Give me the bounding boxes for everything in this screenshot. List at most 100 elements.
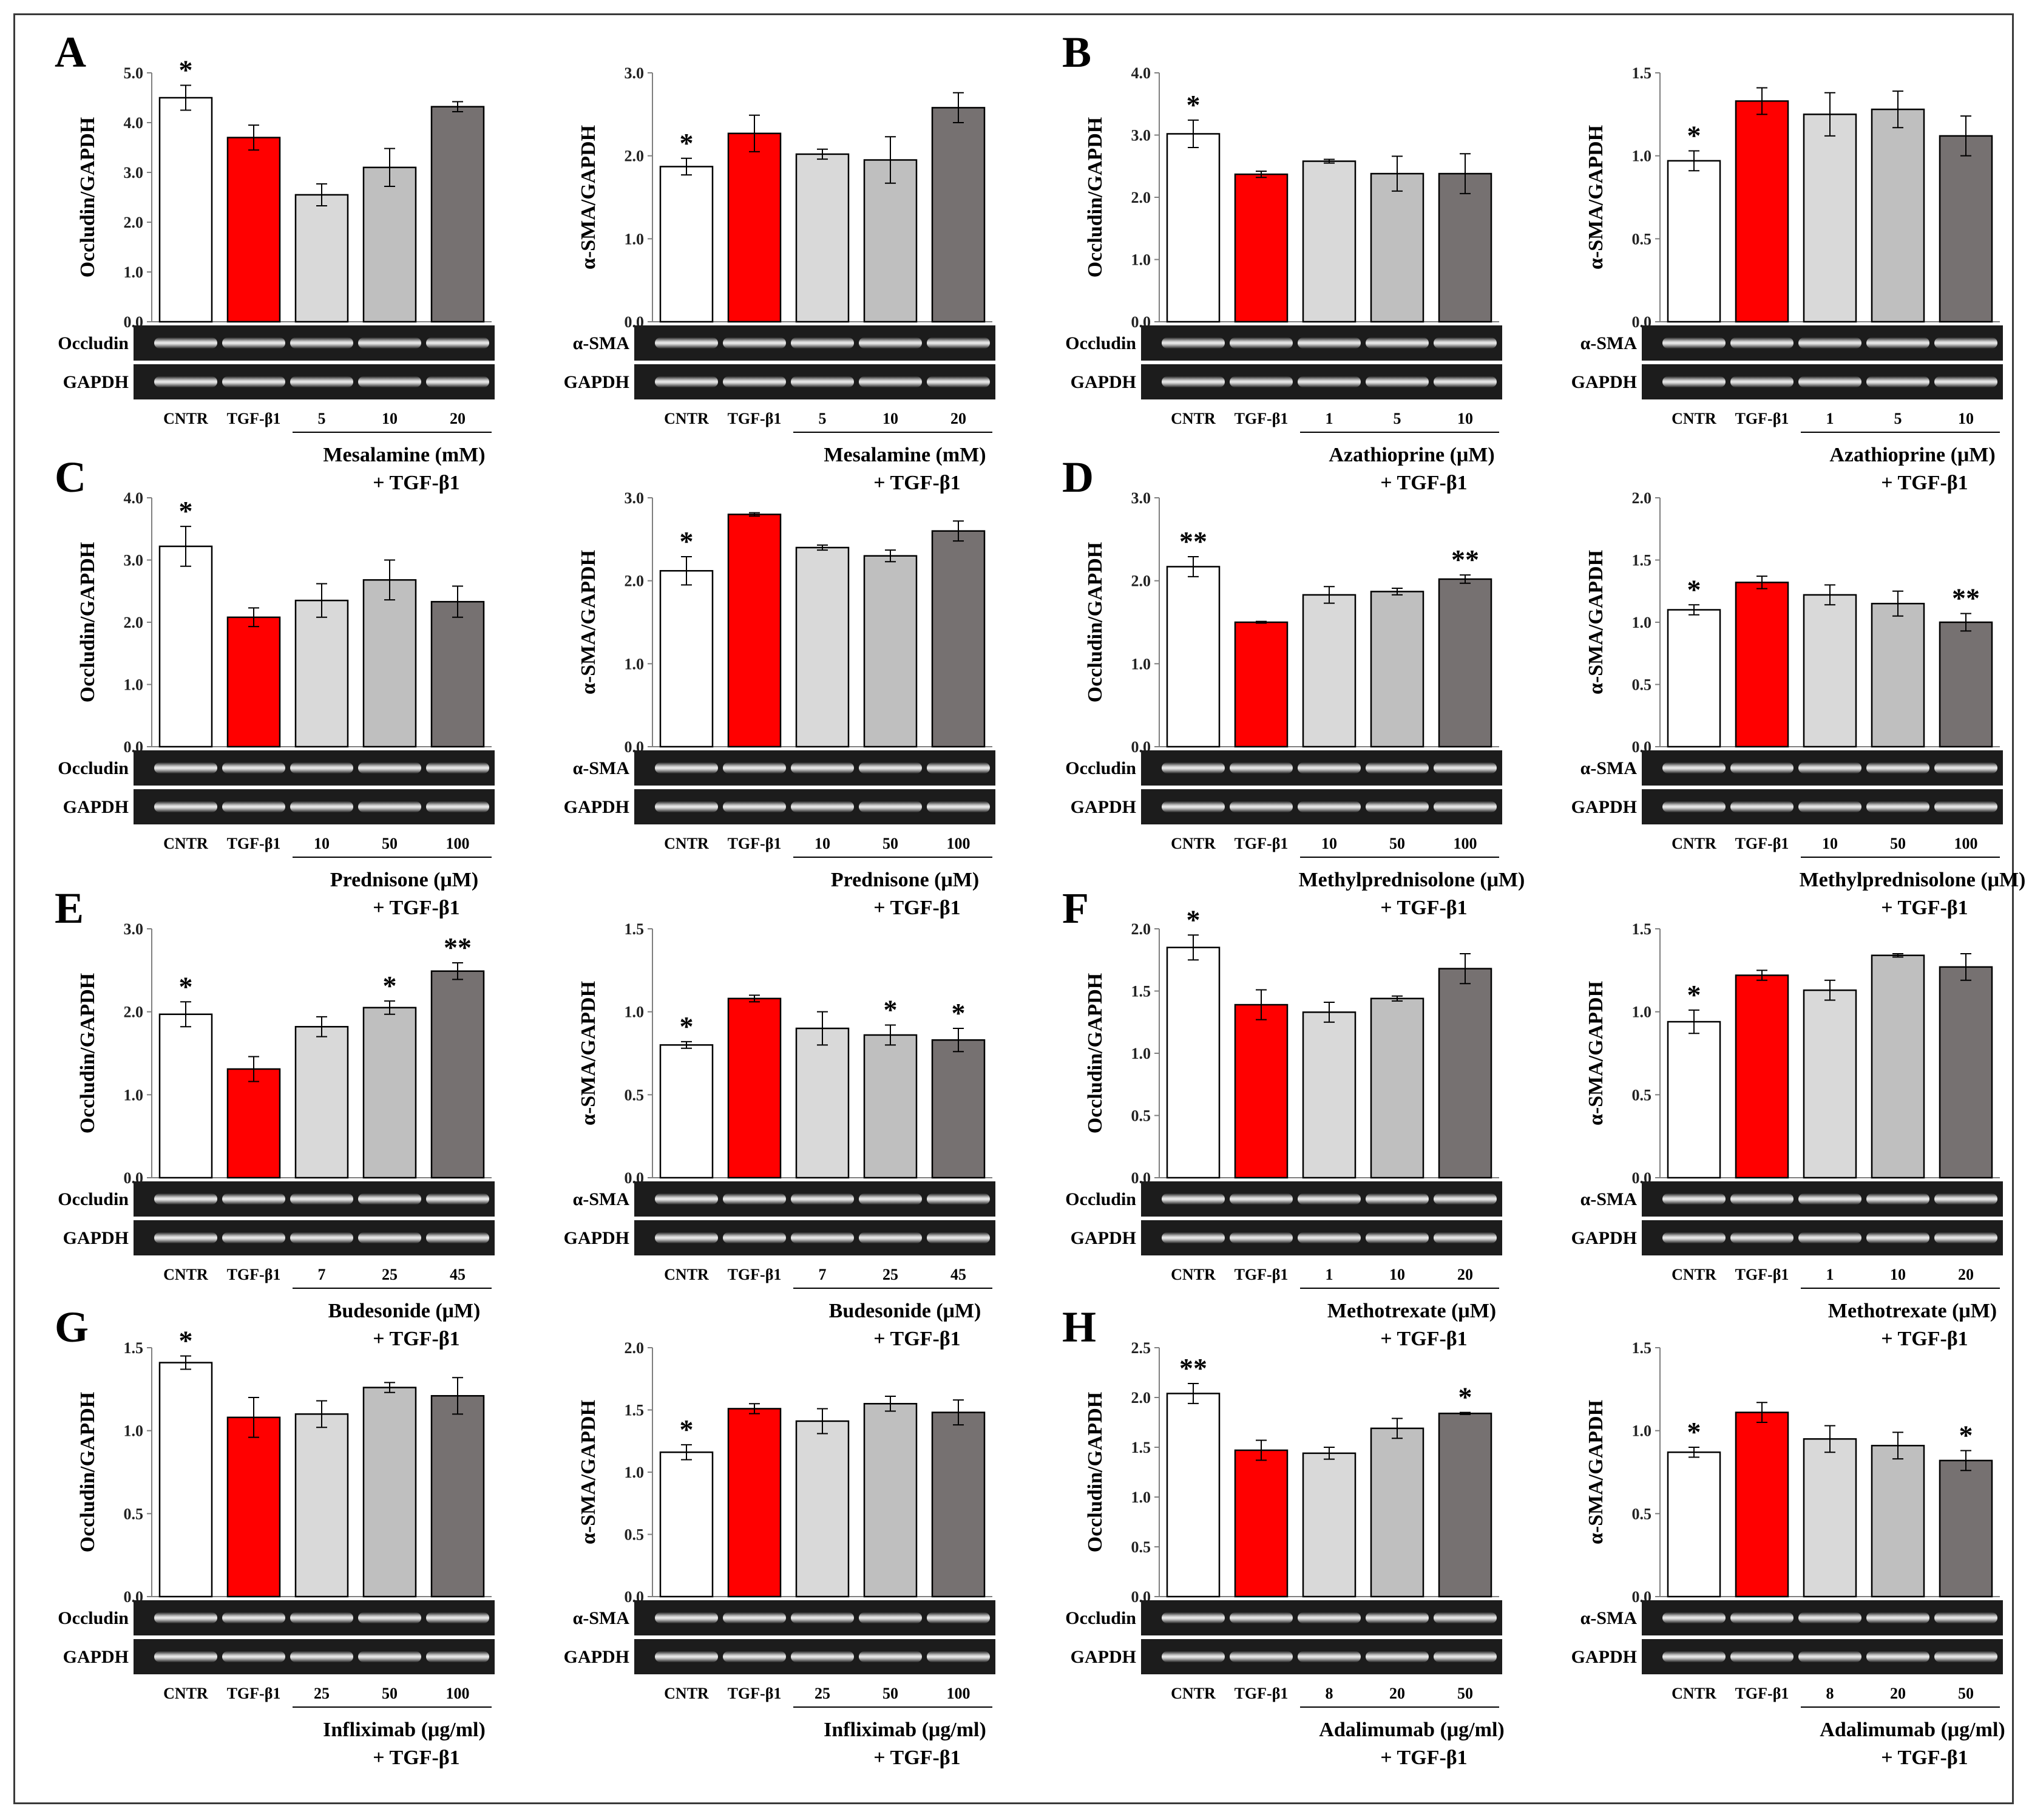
y-tick-label: 1.5 xyxy=(625,920,645,938)
blot-band xyxy=(723,338,786,348)
blot-band xyxy=(1934,801,1997,812)
category-label: CNTR xyxy=(1171,1266,1216,1283)
blot-band xyxy=(1162,762,1225,773)
blot-label: GAPDH xyxy=(564,372,629,392)
blot-band xyxy=(154,1612,217,1623)
category-label: 20 xyxy=(1389,1685,1405,1702)
blot-band xyxy=(791,1651,854,1662)
significance-mark: * xyxy=(1687,120,1701,151)
blot-band xyxy=(154,762,217,773)
target-blot: Occludin xyxy=(58,1181,495,1217)
category-label: 10 xyxy=(382,410,398,427)
bar xyxy=(1803,1438,1857,1598)
blot-label: GAPDH xyxy=(63,797,129,817)
category-label: TGF-β1 xyxy=(728,410,782,427)
y-tick-label: 2.0 xyxy=(1632,489,1652,507)
chart-f-occludin: 0.00.51.01.52.0Occludin/GAPDH*OccludinGA… xyxy=(1065,904,1502,1350)
blot-band xyxy=(222,1232,285,1243)
blot-band xyxy=(1230,1612,1293,1623)
target-blot: α-SMA xyxy=(1580,750,2003,786)
category-label: TGF-β1 xyxy=(227,410,281,427)
blot-band xyxy=(290,376,353,387)
significance-mark: * xyxy=(1959,1419,1973,1450)
blot-band xyxy=(927,338,990,348)
blot-band xyxy=(1662,1232,1726,1243)
category-label: 10 xyxy=(1822,835,1838,852)
blot-band xyxy=(1934,762,1997,773)
blot-band xyxy=(1230,1194,1293,1204)
significance-mark: * xyxy=(680,1414,694,1445)
blot-band xyxy=(859,376,922,387)
blot-label: GAPDH xyxy=(564,797,629,817)
blot-label: GAPDH xyxy=(63,372,129,392)
blot-band xyxy=(791,1194,854,1204)
blot-band xyxy=(927,1612,990,1623)
blot-band xyxy=(655,1612,718,1623)
blot-band xyxy=(655,762,718,773)
gapdh-blot: GAPDH xyxy=(63,364,495,399)
blot-label: α-SMA xyxy=(1580,1189,1638,1209)
bar xyxy=(659,166,714,323)
gapdh-blot: GAPDH xyxy=(1071,1639,1502,1674)
blot-band xyxy=(1730,762,1794,773)
y-tick-label: 1.5 xyxy=(1632,552,1652,569)
category-label: 50 xyxy=(882,835,898,852)
category-label: TGF-β1 xyxy=(1235,835,1289,852)
blot-band xyxy=(1662,338,1726,348)
y-tick-label: 1.0 xyxy=(1131,1045,1151,1062)
treatment-suffix: + TGF-β1 xyxy=(1380,1747,1467,1769)
blot-band xyxy=(1798,762,1861,773)
blot-band xyxy=(1798,376,1861,387)
blot-band xyxy=(723,1194,786,1204)
category-label: 20 xyxy=(950,410,966,427)
y-tick-label: 3.0 xyxy=(124,552,144,569)
y-tick-label: 2.0 xyxy=(124,1003,144,1021)
category-label: 10 xyxy=(1958,410,1974,427)
significance-mark: * xyxy=(1187,89,1201,120)
y-tick-label: 0.5 xyxy=(625,1526,645,1544)
chart-e-asma: 0.00.51.01.5α-SMA/GAPDH ** *α-SMAGAPDHCNTR… xyxy=(564,920,995,1350)
blot-band xyxy=(1434,338,1497,348)
treatment-suffix: + TGF-β1 xyxy=(1881,897,1968,919)
blot-band xyxy=(1798,338,1861,348)
blot-band xyxy=(1798,1612,1861,1623)
bar xyxy=(1803,594,1857,748)
y-tick-label: 1.5 xyxy=(1632,920,1652,938)
category-label: TGF-β1 xyxy=(1235,1685,1289,1702)
y-axis-title: α-SMA/GAPDH xyxy=(1585,1400,1607,1544)
y-axis-title: Occludin/GAPDH xyxy=(76,117,99,277)
y-tick-label: 1.0 xyxy=(1632,614,1652,631)
blot-label: Occludin xyxy=(1065,1189,1136,1209)
blot-band xyxy=(426,338,489,348)
target-blot: Occludin xyxy=(58,750,495,786)
y-axis-title: Occludin/GAPDH xyxy=(1084,117,1106,277)
target-blot: α-SMA xyxy=(573,325,995,361)
bar xyxy=(1871,1445,1925,1598)
category-label: 25 xyxy=(382,1266,398,1283)
bar xyxy=(226,1416,281,1598)
blot-band xyxy=(1662,1612,1726,1623)
category-label: TGF-β1 xyxy=(1735,835,1789,852)
gapdh-blot: GAPDH xyxy=(1571,1220,2003,1255)
y-tick-label: 3.0 xyxy=(124,164,144,182)
bar xyxy=(863,159,918,323)
blot-band xyxy=(1730,338,1794,348)
blot-band xyxy=(859,762,922,773)
blot-band xyxy=(655,376,718,387)
blot-band xyxy=(1366,1612,1429,1623)
bar xyxy=(1166,566,1221,748)
y-tick-label: 2.5 xyxy=(1131,1339,1151,1357)
bar xyxy=(1438,968,1492,1179)
significance-mark: ** xyxy=(1179,1353,1207,1384)
blot-band xyxy=(1230,801,1293,812)
panel-letter-b: B xyxy=(1062,28,1091,76)
blot-band xyxy=(1866,1651,1929,1662)
category-label: TGF-β1 xyxy=(1235,1266,1289,1283)
category-label: 10 xyxy=(1457,410,1473,427)
blot-label: GAPDH xyxy=(63,1647,129,1667)
treatment-suffix: + TGF-β1 xyxy=(1380,472,1467,494)
y-axis-title: α-SMA/GAPDH xyxy=(1585,981,1607,1126)
category-label: 10 xyxy=(882,410,898,427)
category-label: 1 xyxy=(1826,1266,1834,1283)
